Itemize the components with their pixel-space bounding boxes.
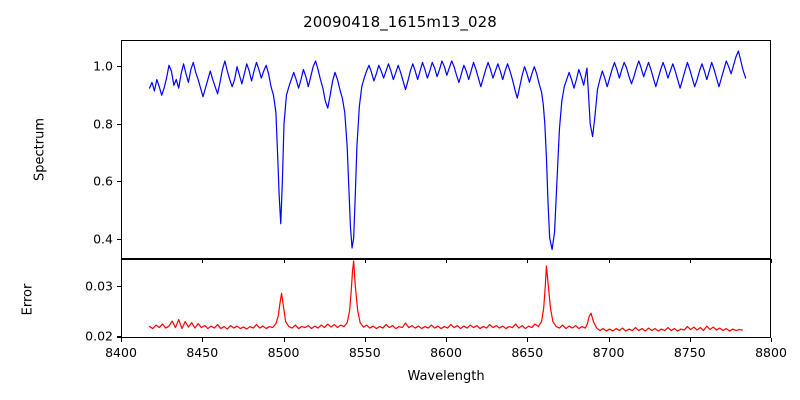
- y-tick-mark: [117, 238, 121, 240]
- x-tick-mark: [527, 338, 529, 342]
- x-tick-label: 8750: [673, 345, 706, 360]
- y-tick-mark: [117, 65, 121, 68]
- x-tick-mark: [121, 338, 123, 342]
- x-tick-mark: [608, 338, 610, 342]
- x-tick-mark: [608, 259, 610, 263]
- x-tick-mark: [527, 259, 529, 263]
- data-line-error: [150, 261, 743, 331]
- y-tick-label: 0.4: [93, 231, 113, 247]
- x-axis-label: Wavelength: [407, 369, 485, 384]
- data-line-spectrum: [150, 51, 746, 249]
- error-plot-panel: [121, 259, 771, 338]
- page-title: 20090418_1615m13_028: [303, 13, 497, 31]
- x-tick-mark: [771, 338, 773, 342]
- x-tick-label: 8800: [755, 345, 787, 360]
- x-tick-label: 8550: [348, 345, 381, 360]
- spectrum-line-series: [122, 41, 770, 258]
- x-tick-mark: [364, 338, 366, 342]
- y-tick-label: 0.03: [85, 278, 113, 293]
- x-tick-mark: [202, 338, 204, 342]
- x-tick-mark: [689, 259, 691, 263]
- x-tick-label: 8450: [186, 345, 219, 360]
- x-tick-mark: [121, 259, 123, 263]
- x-tick-label: 8400: [105, 345, 137, 360]
- y-tick-mark: [117, 123, 121, 125]
- x-tick-mark: [689, 338, 691, 342]
- y-axis-label-spectrum: Spectrum: [32, 118, 48, 181]
- x-tick-label: 8650: [511, 345, 544, 360]
- y-tick-label: 1.0: [93, 58, 113, 74]
- y-tick-label: 0.6: [93, 173, 113, 189]
- y-tick-label: 0.8: [93, 116, 113, 132]
- x-tick-mark: [446, 338, 448, 342]
- y-tick-mark: [117, 181, 121, 183]
- x-tick-mark: [202, 259, 204, 263]
- error-line-series: [122, 260, 770, 337]
- x-tick-mark: [283, 338, 285, 342]
- x-tick-label: 8500: [267, 345, 300, 360]
- x-tick-label: 8700: [592, 345, 625, 360]
- x-tick-mark: [283, 259, 285, 263]
- y-tick-mark: [117, 285, 121, 287]
- spectrum-plot-panel: [121, 40, 771, 259]
- x-tick-mark: [446, 259, 448, 263]
- x-tick-mark: [771, 259, 773, 263]
- y-axis-label-error: Error: [20, 283, 36, 316]
- x-tick-label: 8600: [430, 345, 462, 360]
- y-tick-label: 0.02: [85, 328, 113, 344]
- x-tick-mark: [364, 259, 366, 263]
- y-tick-mark: [117, 336, 121, 338]
